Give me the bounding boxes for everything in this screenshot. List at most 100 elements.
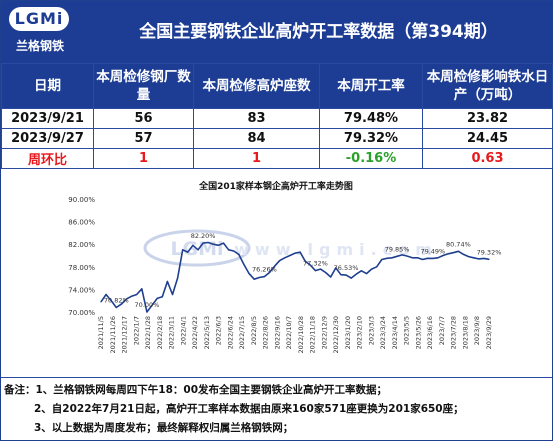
x-tick-label: 2022/3/11 — [168, 316, 176, 349]
data-point — [156, 297, 158, 300]
cell-furnaces: 83 — [193, 108, 320, 129]
x-tick-label: 2022/6/3 — [215, 316, 223, 345]
data-point — [488, 258, 490, 260]
notes-section: 备注：1、兰格钢铁网每周四下午18：00发布全国主要钢铁企业高炉开工率数据； 2… — [1, 377, 552, 441]
data-point — [401, 254, 403, 256]
data-point — [304, 260, 306, 262]
x-tick-label: 2022/9/16 — [273, 316, 281, 349]
data-label: 79.49% — [420, 247, 445, 255]
data-point — [268, 271, 271, 274]
y-tick-label: 78.00% — [68, 264, 95, 272]
data-point — [284, 257, 286, 259]
chart-title: 全国201家样本钢企高炉开工率走势图 — [198, 180, 353, 192]
cell-iron-output: 24.45 — [422, 128, 553, 149]
data-point — [335, 267, 337, 269]
data-point — [141, 288, 143, 290]
cell-date: 2023/9/21 — [1, 108, 94, 129]
data-point — [238, 253, 240, 255]
data-point — [131, 295, 133, 297]
x-tick-label: 2023/8/18 — [461, 316, 469, 349]
data-label: 76.26% — [252, 266, 277, 274]
data-point — [253, 278, 255, 280]
cell-change-label: 周环比 — [1, 148, 94, 169]
data-point — [325, 271, 327, 274]
data-point — [233, 250, 235, 252]
data-point — [217, 244, 220, 246]
cell-date: 2023/9/27 — [1, 128, 94, 149]
data-point — [330, 276, 332, 278]
x-tick-label: 2023/9/8 — [473, 316, 481, 345]
data-point — [171, 293, 174, 296]
data-point — [202, 242, 204, 244]
data-point — [365, 272, 368, 275]
data-point — [467, 256, 470, 258]
x-tick-label: 2022/2/18 — [156, 316, 164, 349]
y-tick-label: 86.00% — [68, 219, 95, 227]
x-tick-label: 2023/3/3 — [367, 316, 375, 345]
data-point — [258, 276, 260, 279]
data-point — [166, 280, 168, 283]
data-label: 70.82% — [104, 296, 129, 304]
x-tick-label: 2023/9/29 — [485, 316, 493, 349]
data-point — [222, 242, 225, 244]
data-point — [125, 298, 128, 300]
data-point — [442, 254, 444, 257]
data-label: 70.00% — [135, 301, 160, 309]
note-line: 2、自2022年7月21日起，高炉开工率样本数据由原来160家571座更换为20… — [34, 403, 464, 415]
data-point — [197, 249, 199, 251]
x-tick-label: 2022/12/9 — [320, 316, 328, 349]
data-point — [457, 250, 459, 252]
cell-rate: 79.32% — [319, 128, 423, 149]
table-row-week-change: 周环比 1 1 -0.16% 0.63 — [1, 148, 553, 169]
x-tick-label: 2022/6/24 — [226, 316, 234, 349]
data-point — [314, 270, 317, 272]
x-tick-label: 2021/11/5 — [97, 316, 105, 349]
data-point — [161, 296, 163, 298]
table-row: 2023/9/27 57 84 79.32% 24.45 — [1, 128, 553, 149]
data-label: 80.74% — [446, 240, 471, 248]
data-point — [192, 244, 194, 246]
x-tick-label: 2023/7/7 — [438, 316, 446, 345]
x-tick-label: 2022/12/30 — [332, 316, 340, 353]
data-point — [105, 293, 107, 296]
table-row: 2023/9/21 56 83 79.48% 23.82 — [1, 108, 553, 129]
x-tick-label: 2021/11/26 — [109, 316, 117, 353]
data-point — [273, 265, 276, 267]
data-point — [376, 266, 378, 268]
col-header-rate: 本周开工率 — [319, 63, 423, 109]
data-point — [422, 258, 424, 261]
data-point — [309, 264, 311, 266]
data-point — [187, 251, 189, 253]
y-tick-label: 74.00% — [68, 286, 95, 294]
header-bar: LGMi 兰格钢铁 全国主要钢铁企业高炉开工率数据（第394期） — [1, 1, 552, 63]
brand-logo: LGMi 兰格钢铁 — [7, 5, 73, 57]
x-tick-label: 2023/6/16 — [426, 316, 434, 349]
x-tick-label: 2022/8/5 — [250, 316, 258, 345]
data-label: 79.85% — [385, 245, 410, 253]
cell-change-mills: 1 — [93, 148, 194, 169]
chart-area: 全国201家样本钢企高炉开工率走势图 LGMi www.lgmi.com 70.0… — [1, 169, 552, 377]
x-tick-label: 2023/7/28 — [450, 316, 458, 349]
cell-change-rate: -0.16% — [319, 148, 423, 169]
data-point — [406, 255, 408, 257]
data-point — [294, 252, 296, 254]
x-tick-label: 2023/2/10 — [356, 316, 364, 349]
x-tick-label: 2022/11/18 — [309, 316, 317, 353]
x-tick-label: 2023/5/5 — [403, 316, 411, 345]
data-label: 82.20% — [191, 232, 216, 240]
series-group — [100, 241, 490, 313]
data-point — [355, 273, 357, 275]
cell-change-furnaces: 1 — [193, 148, 320, 169]
y-tick-label: 70.00% — [68, 309, 95, 317]
annotations: 70.82% 70.00% 82.20% 76.26% 77.32% 76.53% 79.8… — [104, 232, 501, 309]
report-title: 全国主要钢铁企业高炉开工率数据（第394期） — [139, 22, 498, 42]
x-tick-label: 2022/1/28 — [144, 316, 152, 349]
data-point — [115, 306, 117, 309]
data-point — [263, 276, 265, 278]
data-point — [340, 274, 342, 276]
data-point — [279, 259, 281, 262]
data-point — [228, 249, 230, 251]
data-point — [396, 255, 398, 257]
cell-iron-output: 23.82 — [422, 108, 553, 129]
logo-text: LGMi — [14, 9, 64, 28]
